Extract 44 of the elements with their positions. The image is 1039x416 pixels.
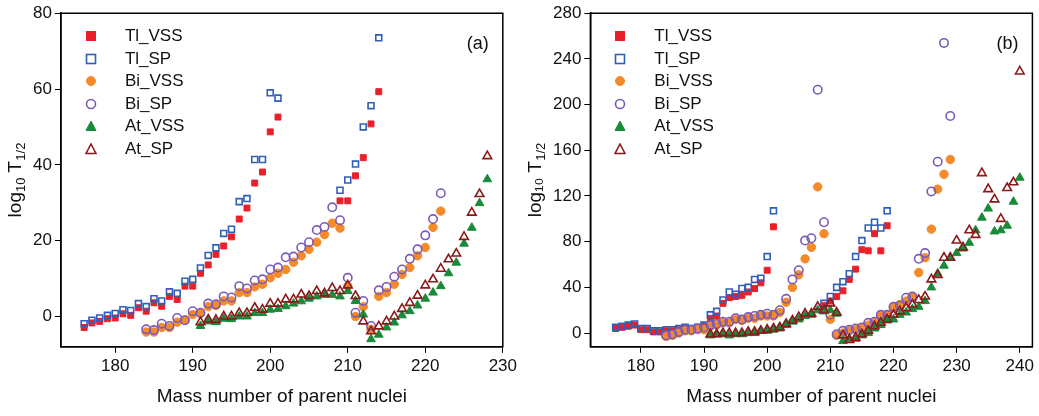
legend-label: Bi_VSS xyxy=(124,71,184,92)
y-tick-label: 240 xyxy=(552,48,582,68)
y-axis-title: log10 T1/2 xyxy=(4,142,28,218)
x-tick-label: 200 xyxy=(256,355,285,375)
legend-label: Bi_SP xyxy=(654,93,702,114)
x-tick-label: 210 xyxy=(333,355,362,375)
y-tick-label: 0 xyxy=(571,322,582,342)
annotation: (a) xyxy=(466,33,489,54)
x-tick-label: 200 xyxy=(752,355,782,375)
y-tick-label: 80 xyxy=(562,231,582,251)
legend-label: At_VSS xyxy=(124,116,185,137)
legend-label: Tl_SP xyxy=(124,48,172,69)
y-tick-label: 200 xyxy=(552,94,582,114)
legend-label: At_SP xyxy=(124,138,174,159)
x-tick-label: 220 xyxy=(411,355,440,375)
x-tick-label: 190 xyxy=(689,355,719,375)
x-tick-label: 240 xyxy=(1005,355,1034,375)
legend-label: Bi_SP xyxy=(124,93,173,114)
y-axis-title: log₁₀ T1/2 xyxy=(524,142,548,218)
x-tick-label: 180 xyxy=(100,355,130,375)
x-axis-title: Mass number of parent nuclei xyxy=(686,384,937,406)
legend-label: Tl_VSS xyxy=(654,26,712,47)
annotation: (b) xyxy=(996,33,1019,54)
legend-label: Bi_VSS xyxy=(654,71,713,92)
legend-label: Tl_VSS xyxy=(124,26,183,47)
legend-label: Tl_SP xyxy=(654,48,701,69)
x-tick-label: 230 xyxy=(488,355,518,375)
y-tick-label: 60 xyxy=(32,78,52,98)
y-tick-label: 120 xyxy=(552,185,582,205)
x-tick-label: 190 xyxy=(178,355,207,375)
x-tick-label: 220 xyxy=(879,355,908,375)
x-tick-label: 210 xyxy=(816,355,845,375)
x-axis-title: Mass number of parent nuclei xyxy=(156,384,408,406)
y-tick-label: 0 xyxy=(42,306,52,326)
legend-label: At_VSS xyxy=(654,116,714,137)
y-tick-label: 40 xyxy=(562,277,582,297)
y-tick-label: 40 xyxy=(32,154,52,174)
y-tick-label: 80 xyxy=(32,2,52,22)
y-tick-label: 280 xyxy=(552,2,582,22)
x-tick-label: 230 xyxy=(942,355,971,375)
legend-label: At_SP xyxy=(654,138,703,159)
y-tick-label: 160 xyxy=(552,139,582,159)
y-tick-label: 20 xyxy=(32,230,52,250)
x-tick-label: 180 xyxy=(626,355,656,375)
